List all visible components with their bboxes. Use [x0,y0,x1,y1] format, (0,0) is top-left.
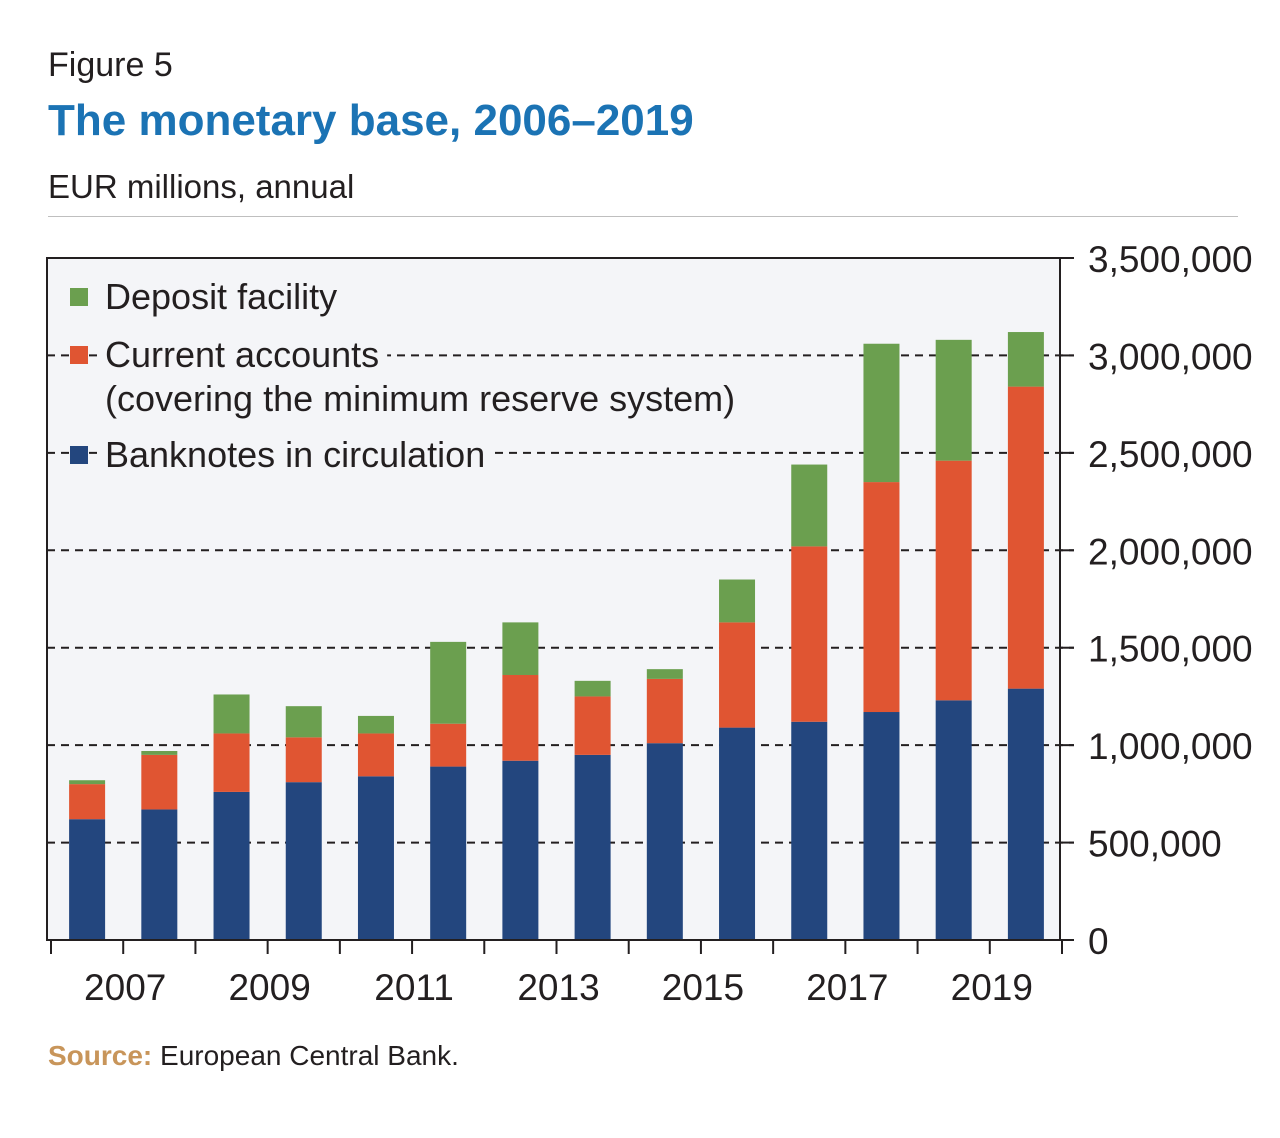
bar-2009-series-1 [285,737,322,783]
bar-2010-series-2 [357,715,394,734]
bar-2011-series-0 [430,766,467,940]
bar-2010-series-1 [357,733,394,777]
bar-2017-series-0 [863,712,900,940]
x-tick-label: 2015 [662,967,744,1008]
bar-2013-series-1 [574,696,611,755]
bar-2012-series-1 [502,674,539,761]
legend-label-bg [99,334,388,375]
y-tick-label: 2,500,000 [1088,434,1253,475]
y-tick-label: 0 [1088,921,1109,962]
bar-2007-series-1 [141,754,178,810]
x-tick-label: 2017 [806,967,888,1008]
x-tick-label: 2013 [517,967,599,1008]
legend-swatch-0 [70,288,88,306]
y-tick-label: 1,000,000 [1088,726,1253,767]
bar-2018-series-1 [935,460,972,701]
legend-swatch-1 [70,346,88,364]
bar-2016-series-1 [791,546,828,722]
y-tick-label: 3,000,000 [1088,336,1253,377]
bar-2013-series-2 [574,680,611,697]
x-tick-label: 2009 [228,967,310,1008]
bar-2007-series-0 [141,809,178,940]
source-text: European Central Bank. [160,1040,459,1071]
bar-2014-series-0 [646,743,683,940]
bar-2010-series-0 [357,776,394,940]
legend-label-2-0: Banknotes in circulation [105,434,485,475]
x-tick-label: 2019 [951,967,1033,1008]
bar-2015-series-1 [719,622,756,728]
bar-2014-series-1 [646,678,683,744]
bar-2012-series-2 [502,622,539,675]
bar-2018-series-0 [935,700,972,940]
bar-2006-series-1 [69,784,106,820]
bar-2007-series-2 [141,750,178,755]
chart-title: The monetary base, 2006–2019 [48,96,694,145]
bar-2011-series-2 [430,641,467,724]
legend-label-bg [99,434,494,475]
y-tick-label: 2,000,000 [1088,531,1253,572]
bar-2013-series-0 [574,754,611,940]
chart-subtitle: EUR millions, annual [48,168,355,205]
bar-2011-series-1 [430,723,467,767]
bar-2018-series-2 [935,339,972,461]
legend-label-bg [99,276,346,317]
bar-2009-series-2 [285,706,322,738]
bar-2008-series-1 [213,733,250,792]
bar-2015-series-2 [719,579,756,623]
x-tick-label: 2011 [374,967,454,1008]
bar-2012-series-0 [502,760,539,940]
bar-2006-series-2 [69,780,106,785]
legend-swatch-2 [70,446,88,464]
source-note: Source: European Central Bank. [48,1040,459,1072]
header-divider [48,216,1238,217]
legend-label-bg [99,378,744,419]
bar-2019-series-2 [1007,332,1044,387]
bar-2019-series-1 [1007,386,1044,689]
plot-frame [46,257,1061,941]
y-tick-label: 1,500,000 [1088,629,1253,670]
bar-2015-series-0 [719,727,756,940]
legend-label-0-0: Deposit facility [105,276,337,317]
legend-label-1-0: Current accounts [105,334,379,375]
bar-2014-series-2 [646,669,683,679]
bar-2008-series-0 [213,791,250,940]
y-tick-label: 500,000 [1088,824,1222,865]
bar-2019-series-0 [1007,688,1044,940]
bar-2017-series-2 [863,343,900,483]
bar-2008-series-2 [213,694,250,734]
bar-2016-series-2 [791,464,828,547]
bar-2016-series-0 [791,721,828,940]
x-tick-label: 2007 [84,967,166,1008]
bar-2009-series-0 [285,782,322,940]
legend-label-1-1: (covering the minimum reserve system) [105,378,735,419]
legend: Deposit facility Current accounts(coverin… [70,276,744,475]
y-tick-label: 3,500,000 [1088,239,1253,280]
bar-2017-series-1 [863,482,900,713]
figure-label: Figure 5 [48,46,173,84]
bar-2006-series-0 [69,819,106,940]
source-label: Source: [48,1040,153,1071]
